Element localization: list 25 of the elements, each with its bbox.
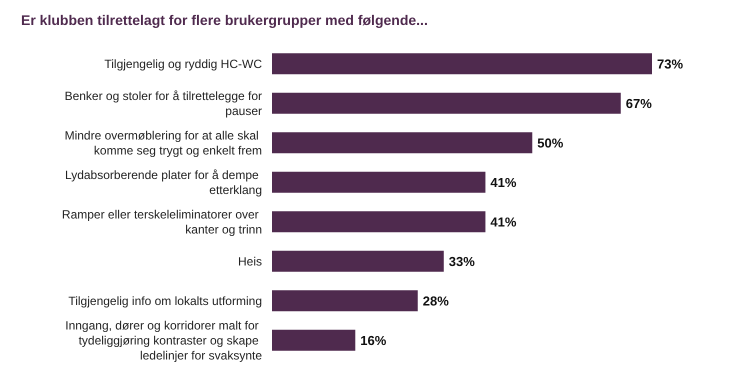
bar [272,250,444,272]
y-tick-label: Mindre overmøblering for at alle skal komme seg trygt og enkelt frem [64,128,262,158]
y-tick-label: Ramper eller terskeleliminatorer over kanter og trinn [62,207,262,236]
data-label: 50% [537,135,564,150]
bar [272,92,621,114]
data-label: 73% [657,56,684,72]
bar [272,211,486,232]
data-label: 33% [448,254,476,269]
y-tick-label: Benker og stoler for å tilrettelegge for pauser [64,88,262,118]
y-tick-label: Tilgjengelig info om lokalts utforming [68,294,262,308]
y-tick-label: Heis [238,254,262,268]
bar [272,330,356,351]
bar [272,132,532,154]
bar [272,172,486,193]
y-tick-label: Lydabsorberende plater for å dempe etterklang [64,168,262,197]
data-label: 67% [626,96,652,111]
bar [272,53,652,74]
y-tick-label: Tilgjengelig og ryddig HC-WC [104,56,262,71]
chart-title: Er klubben tilrettelagt for flere brukergrupper med følgende... [21,12,428,28]
y-tick-label: Inngang, dører og korridorer malt for tydeliggjøring kontraster og skape ledelinjer for svaksynte [65,318,262,362]
data-label: 16% [360,332,387,348]
data-label: 28% [422,293,450,308]
bar [272,290,418,312]
data-label: 41% [490,174,517,190]
data-label: 41% [490,214,517,230]
